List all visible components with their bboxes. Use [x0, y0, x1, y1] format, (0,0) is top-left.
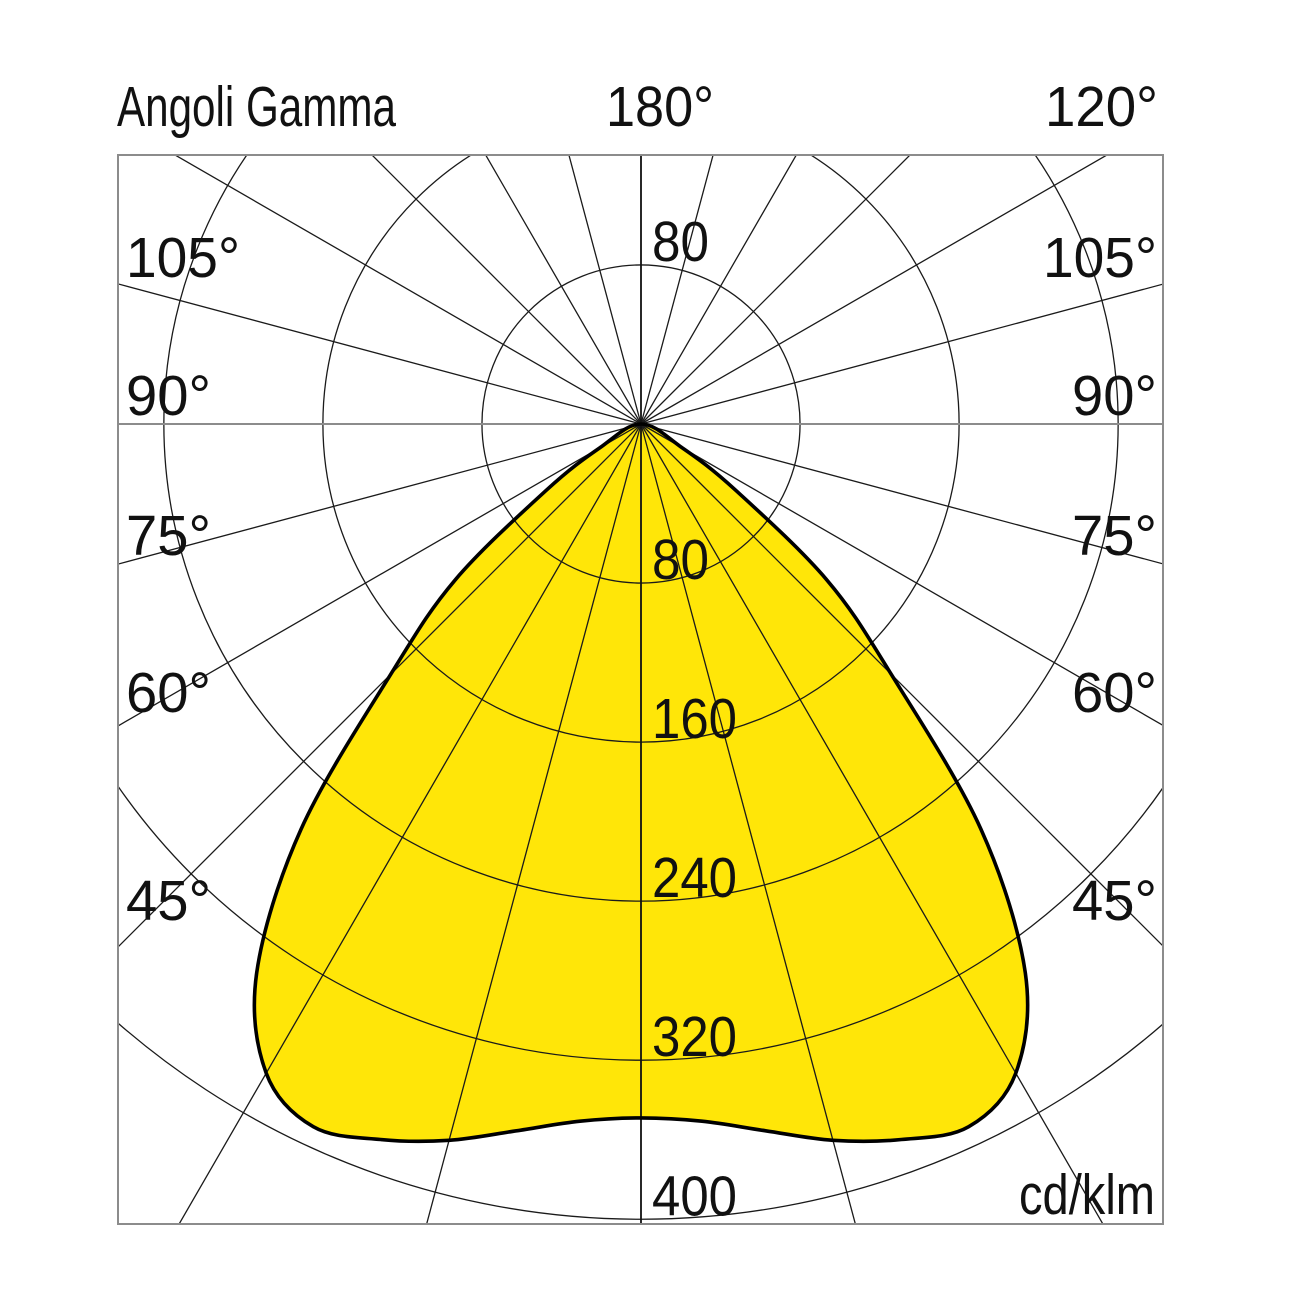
intensity-curve-outline	[252, 422, 1030, 1144]
grid-ray-45	[640, 423, 1163, 947]
grid-ray-210	[484, 155, 642, 425]
grid-ray-330	[178, 423, 642, 1224]
grid-ray-105	[640, 283, 1163, 425]
left-angle-label-75deg: 75°	[126, 504, 211, 568]
grid-ray-30	[640, 423, 1104, 1224]
grid-ray-75	[640, 423, 1163, 565]
radial-tick-80: 80	[652, 528, 709, 592]
radial-tick-above-80: 80	[652, 210, 709, 274]
grid-ray-165	[640, 155, 714, 425]
grid-ray-60	[640, 423, 1163, 727]
plot-border	[117, 154, 1164, 1225]
radial-tick-400: 400	[652, 1164, 737, 1228]
axis-labels: 105° 105° 90° 90° 75° 75° 60° 60° 45° 45° 80 80 160 2…	[126, 210, 1157, 1228]
grid-ray-315	[118, 423, 642, 948]
grid-ray-225	[371, 155, 642, 425]
grid-ray-285	[118, 423, 642, 565]
right-angle-label-75deg: 75°	[1072, 504, 1157, 568]
unit-label: cd/klm	[1019, 1163, 1155, 1227]
radial-tick-160: 160	[652, 687, 737, 751]
left-angle-label-60deg: 60°	[126, 661, 211, 725]
chart-title: Angoli Gamma	[117, 75, 396, 139]
grid-ray-195	[568, 155, 642, 425]
top-right-angle-label: 120°	[1045, 75, 1158, 139]
radial-tick-320: 320	[652, 1005, 737, 1069]
right-angle-label-90deg: 90°	[1072, 364, 1157, 428]
right-angle-label-60deg: 60°	[1072, 661, 1157, 725]
grid-ray-300	[118, 423, 642, 727]
left-angle-label-105deg: 105°	[126, 226, 240, 290]
grid-ray-120	[640, 155, 1109, 425]
left-angle-label-45deg: 45°	[126, 869, 211, 933]
top-center-angle-label: 180°	[606, 75, 714, 139]
grid-ray-240	[173, 155, 642, 425]
grid-ray-150	[640, 155, 798, 425]
grid-ray-135	[640, 155, 911, 425]
grid-ray-15	[640, 423, 857, 1224]
right-angle-label-45deg: 45°	[1072, 869, 1157, 933]
grid-ray-255	[118, 283, 642, 425]
grid-ray-345	[425, 423, 642, 1224]
left-angle-label-90deg: 90°	[126, 364, 211, 428]
radial-tick-240: 240	[652, 846, 737, 910]
right-angle-label-105deg: 105°	[1043, 226, 1157, 290]
